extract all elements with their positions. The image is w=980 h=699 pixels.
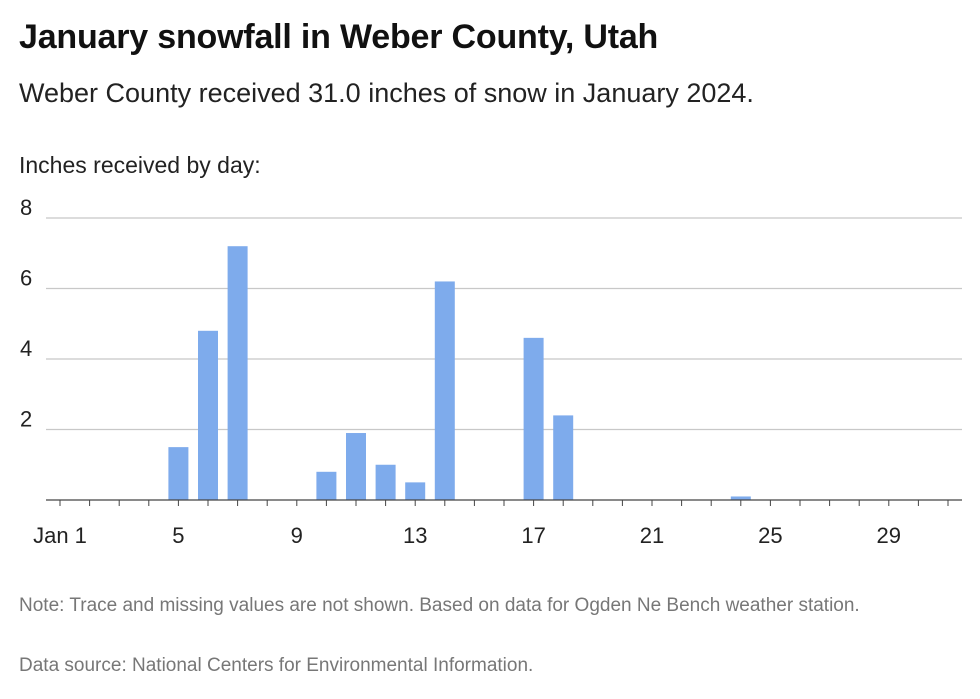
bar-jan-13 [405,482,426,500]
x-tick-label-9: 9 [291,523,303,548]
bar-jan-11 [346,433,366,500]
chart-title: January snowfall in Weber County, Utah [19,18,659,56]
snowfall-bar-chart: 2 4 6 8 Jan 1 5 9 13 17 21 25 29 [20,195,962,548]
bar-jan-5 [168,447,189,500]
y-axis-caption: Inches received by day: [19,152,261,178]
x-tick-label-5: 5 [172,523,184,548]
bar-jan-17 [523,337,544,500]
chart-subtitle: Weber County received 31.0 inches of sno… [19,78,754,108]
bar-jan-10 [316,471,337,500]
bar-jan-7 [227,246,248,500]
x-tick-label-25: 25 [758,523,782,548]
bar-jan-18 [553,415,574,500]
x-tick-label-1: Jan 1 [33,523,87,548]
chart-note: Note: Trace and missing values are not s… [19,595,860,616]
x-tick-label-21: 21 [640,523,664,548]
bar-jan-12 [375,464,396,500]
x-tick-label-17: 17 [521,523,545,548]
y-tick-label-8: 8 [20,195,32,220]
bar-jan-14 [434,281,455,500]
data-source: Data source: National Centers for Enviro… [19,655,534,676]
x-tick-label-13: 13 [403,523,427,548]
y-tick-label-6: 6 [20,266,32,291]
bar-jan-6 [198,330,218,500]
y-tick-label-2: 2 [20,407,32,432]
bar-jan-24 [730,496,751,500]
y-tick-label-4: 4 [20,336,32,361]
x-tick-label-29: 29 [877,523,901,548]
